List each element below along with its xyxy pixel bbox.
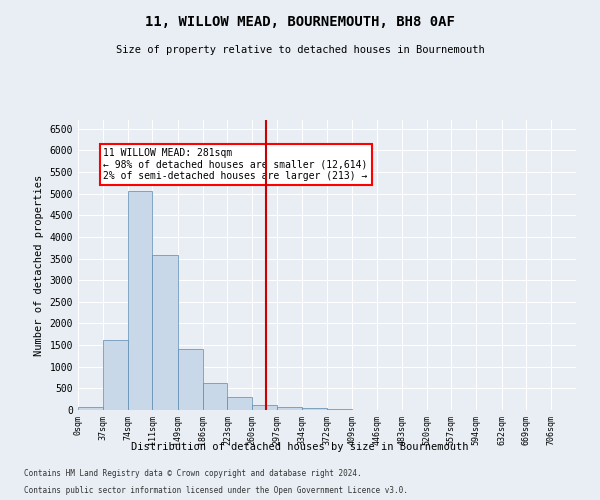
Bar bbox=[328, 409, 352, 410]
Bar bbox=[152, 256, 178, 410]
Text: Size of property relative to detached houses in Bournemouth: Size of property relative to detached ho… bbox=[116, 45, 484, 55]
Y-axis label: Number of detached properties: Number of detached properties bbox=[34, 174, 44, 356]
Text: Contains public sector information licensed under the Open Government Licence v3: Contains public sector information licen… bbox=[24, 486, 408, 495]
Bar bbox=[302, 408, 328, 410]
Text: 11, WILLOW MEAD, BOURNEMOUTH, BH8 0AF: 11, WILLOW MEAD, BOURNEMOUTH, BH8 0AF bbox=[145, 15, 455, 29]
Bar bbox=[203, 383, 227, 410]
Bar bbox=[128, 191, 152, 410]
Bar bbox=[178, 349, 203, 410]
Text: Distribution of detached houses by size in Bournemouth: Distribution of detached houses by size … bbox=[131, 442, 469, 452]
Bar bbox=[277, 407, 302, 410]
Text: 11 WILLOW MEAD: 281sqm
← 98% of detached houses are smaller (12,614)
2% of semi-: 11 WILLOW MEAD: 281sqm ← 98% of detached… bbox=[103, 148, 368, 182]
Bar bbox=[103, 340, 128, 410]
Text: Contains HM Land Registry data © Crown copyright and database right 2024.: Contains HM Land Registry data © Crown c… bbox=[24, 468, 362, 477]
Bar bbox=[78, 407, 103, 410]
Bar bbox=[252, 405, 277, 410]
Bar bbox=[227, 397, 252, 410]
